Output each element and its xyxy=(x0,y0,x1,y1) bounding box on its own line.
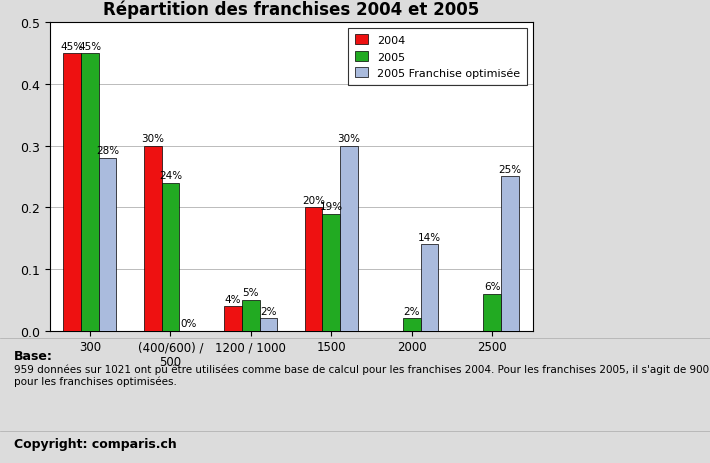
Bar xyxy=(501,177,519,331)
Bar xyxy=(99,159,116,331)
Text: 30%: 30% xyxy=(337,134,361,144)
Text: 14%: 14% xyxy=(418,232,441,242)
Text: 6%: 6% xyxy=(484,282,501,292)
Bar xyxy=(322,214,340,331)
Bar xyxy=(305,208,322,331)
Text: 30%: 30% xyxy=(141,134,164,144)
Text: Base:: Base: xyxy=(14,350,53,363)
Bar xyxy=(242,300,260,331)
Bar xyxy=(144,146,162,331)
Bar xyxy=(340,146,358,331)
Text: 5%: 5% xyxy=(243,288,259,298)
Text: 4%: 4% xyxy=(225,294,241,304)
Bar xyxy=(162,183,179,331)
Text: 0%: 0% xyxy=(180,319,196,329)
Text: 25%: 25% xyxy=(498,165,522,175)
Bar xyxy=(484,294,501,331)
Text: 19%: 19% xyxy=(320,201,343,212)
Bar xyxy=(420,245,438,331)
Text: 2%: 2% xyxy=(261,307,277,316)
Title: Répartition des franchises 2004 et 2005: Répartition des franchises 2004 et 2005 xyxy=(103,0,479,19)
Bar xyxy=(63,54,81,331)
Bar xyxy=(81,54,99,331)
Text: 2%: 2% xyxy=(403,307,420,316)
Text: 45%: 45% xyxy=(78,42,102,51)
Text: 959 données sur 1021 ont pu être utilisées comme base de calcul pour les franchi: 959 données sur 1021 ont pu être utilisé… xyxy=(14,363,710,386)
Bar xyxy=(403,319,420,331)
Legend: 2004, 2005, 2005 Franchise optimisée: 2004, 2005, 2005 Franchise optimisée xyxy=(349,29,527,85)
Text: 24%: 24% xyxy=(159,171,182,181)
Bar xyxy=(260,319,278,331)
Text: Copyright: comparis.ch: Copyright: comparis.ch xyxy=(14,438,177,450)
Text: 28%: 28% xyxy=(96,146,119,156)
Text: 45%: 45% xyxy=(60,42,84,51)
Bar xyxy=(224,307,242,331)
Text: 20%: 20% xyxy=(302,195,325,206)
